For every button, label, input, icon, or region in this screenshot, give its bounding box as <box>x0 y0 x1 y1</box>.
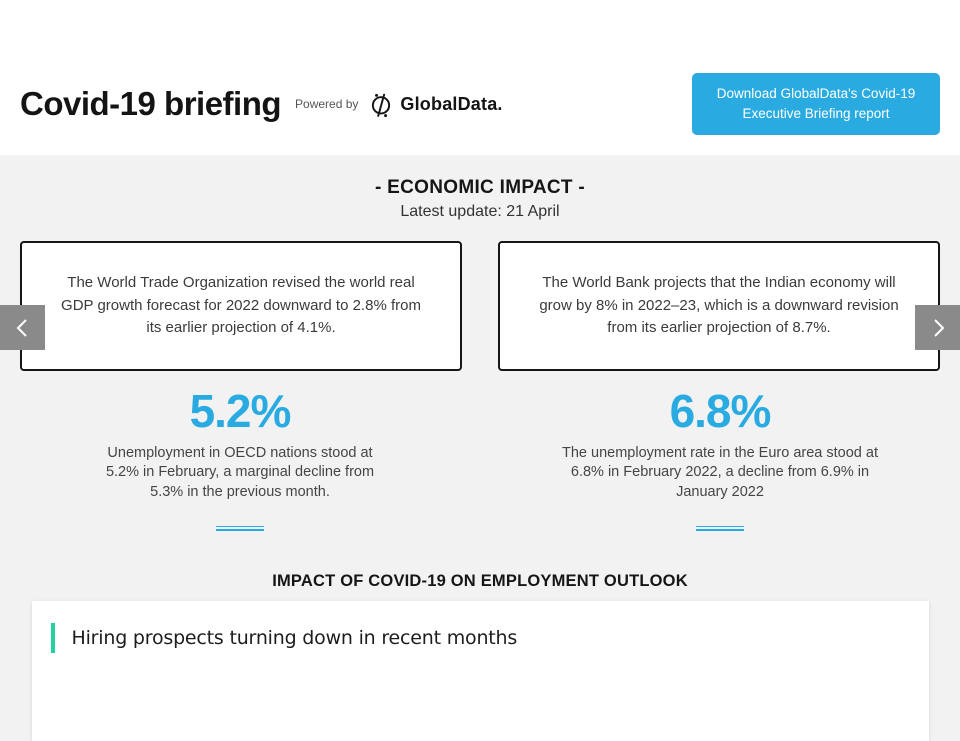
carousel-next-button[interactable] <box>915 305 960 350</box>
download-report-button[interactable]: Download GlobalData's Covid-19 Executive… <box>692 73 940 135</box>
stat-oecd-unemployment: 5.2% Unemployment in OECD nations stood … <box>0 385 480 532</box>
stat-divider <box>216 526 264 532</box>
chart-title-accent-bar <box>50 623 55 654</box>
globaldata-globe-icon <box>372 93 391 117</box>
stat-euro-unemployment: 6.8% The unemployment rate in the Euro a… <box>480 385 960 532</box>
header: Covid-19 briefing Powered by GlobalData.… <box>0 0 960 155</box>
employment-outlook-heading: IMPACT OF COVID-19 ON EMPLOYMENT OUTLOOK <box>272 572 688 591</box>
carousel-prev-button[interactable] <box>0 305 45 350</box>
chevron-left-icon <box>16 318 27 337</box>
economic-impact-heading: - ECONOMIC IMPACT - <box>374 177 586 198</box>
economic-impact-section: - ECONOMIC IMPACT - Latest update: 21 Ap… <box>0 155 960 741</box>
headline-card-text: The World Trade Organization revised the… <box>61 274 421 337</box>
chevron-right-icon <box>933 318 944 337</box>
section-head: - ECONOMIC IMPACT - Latest update: 21 Ap… <box>0 155 960 221</box>
powered-by-label: Powered by <box>295 97 359 112</box>
stats-row: 5.2% Unemployment in OECD nations stood … <box>0 385 960 532</box>
page-title: Covid-19 briefing <box>20 85 282 122</box>
stat-value: 6.8% <box>669 385 772 437</box>
stat-value: 5.2% <box>189 385 292 437</box>
headline-card-wto: The World Trade Organization revised the… <box>20 241 462 371</box>
stat-divider <box>696 526 744 532</box>
headline-card-text: The World Bank projects that the Indian … <box>539 274 899 337</box>
headline-cards-row: The World Trade Organization revised the… <box>0 241 960 371</box>
chart-title-row: Hiring prospects turning down in recent … <box>32 601 929 654</box>
stat-description: Unemployment in OECD nations stood at 5.… <box>105 444 375 500</box>
latest-update-label: Latest update: 21 April <box>400 203 560 220</box>
employment-chart-card: Hiring prospects turning down in recent … <box>31 601 929 741</box>
stat-description: The unemployment rate in the Euro area s… <box>562 444 878 500</box>
globaldata-logo: GlobalData. <box>368 91 502 118</box>
chart-title: Hiring prospects turning down in recent … <box>71 627 518 650</box>
headline-card-world-bank: The World Bank projects that the Indian … <box>498 241 940 371</box>
brand-row: Covid-19 briefing Powered by GlobalData. <box>20 85 503 122</box>
brand-name: GlobalData. <box>400 93 503 114</box>
